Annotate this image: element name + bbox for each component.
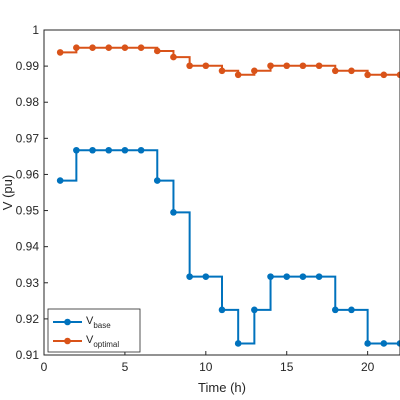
legend-marker-optimal — [64, 337, 71, 345]
data-point-optimal — [315, 62, 323, 70]
data-point-base — [202, 273, 210, 280]
y-tick-label: 0.94 — [16, 240, 40, 254]
y-axis-label: V (pu) — [0, 175, 15, 210]
data-point-base — [267, 273, 274, 280]
y-tick-label: 0.91 — [16, 348, 40, 362]
data-point-optimal — [186, 62, 193, 70]
x-axis: 0 5 10 15 20 — [41, 351, 375, 374]
data-point-optimal — [56, 49, 64, 56]
data-point-optimal — [299, 62, 307, 70]
data-point-optimal — [283, 62, 291, 70]
legend-label-base: Vbase — [86, 315, 111, 330]
x-tick-label: 0 — [41, 360, 48, 374]
data-point-optimal — [170, 53, 177, 61]
plot-frame — [43, 29, 400, 356]
x-tick-label: 10 — [199, 360, 213, 374]
y-tick-label: 1 — [32, 23, 39, 37]
series-line-base — [60, 149, 400, 345]
data-point-base — [380, 340, 388, 347]
y-tick-label: 0.99 — [16, 59, 40, 73]
y-tick-label: 0.97 — [16, 131, 40, 145]
y-tick-label: 0.96 — [16, 167, 40, 181]
data-point-optimal — [202, 62, 210, 70]
x-axis-label: Time (h) — [198, 380, 246, 395]
y-tick-label: 0.92 — [16, 312, 40, 326]
data-point-optimal — [89, 44, 96, 51]
x-tick-label: 20 — [361, 360, 375, 374]
data-point-optimal — [396, 71, 400, 79]
data-point-optimal — [348, 67, 355, 75]
legend-marker-base — [64, 318, 71, 326]
data-point-base — [218, 306, 226, 314]
series-base — [56, 146, 400, 347]
data-point-optimal — [267, 62, 274, 70]
data-point-optimal — [73, 44, 80, 51]
x-tick-label: 5 — [122, 360, 129, 374]
data-point-base — [89, 146, 96, 154]
data-point-optimal — [153, 47, 161, 55]
data-point-optimal — [364, 71, 371, 79]
data-point-optimal — [331, 67, 339, 75]
legend-box — [47, 308, 141, 353]
data-point-optimal — [218, 67, 226, 75]
data-point-optimal — [380, 71, 388, 79]
x-tick-label: 15 — [280, 360, 294, 374]
data-point-optimal — [251, 67, 258, 75]
data-point-base — [331, 306, 339, 314]
data-point-base — [364, 340, 371, 347]
series-optimal — [56, 44, 400, 79]
data-point-optimal — [121, 44, 129, 51]
data-point-base — [153, 177, 161, 184]
y-axis: 0.91 0.92 0.93 0.94 0.95 0.96 0.97 0.98 0.99 1 — [16, 23, 48, 362]
data-point-base — [348, 306, 355, 314]
data-point-optimal — [234, 71, 242, 79]
data-point-base — [73, 146, 80, 154]
data-point-base — [170, 209, 177, 216]
data-point-base — [56, 177, 64, 184]
data-point-base — [137, 146, 145, 154]
data-point-base — [105, 146, 113, 154]
plot-series — [56, 44, 400, 347]
legend-label-optimal: Voptimal — [86, 334, 119, 349]
data-point-base — [251, 306, 258, 314]
data-point-base — [299, 273, 307, 280]
legend: Vbase Voptimal — [47, 308, 141, 353]
data-point-base — [283, 273, 291, 280]
data-point-optimal — [137, 44, 145, 51]
y-tick-label: 0.98 — [16, 95, 40, 109]
data-point-optimal — [105, 44, 113, 51]
y-tick-label: 0.95 — [16, 204, 40, 218]
data-point-base — [396, 340, 400, 347]
series-line-optimal — [60, 46, 400, 76]
data-point-base — [121, 146, 129, 154]
data-point-base — [315, 273, 323, 280]
data-point-base — [234, 340, 242, 347]
data-point-base — [186, 273, 193, 280]
y-tick-label: 0.93 — [16, 276, 40, 290]
